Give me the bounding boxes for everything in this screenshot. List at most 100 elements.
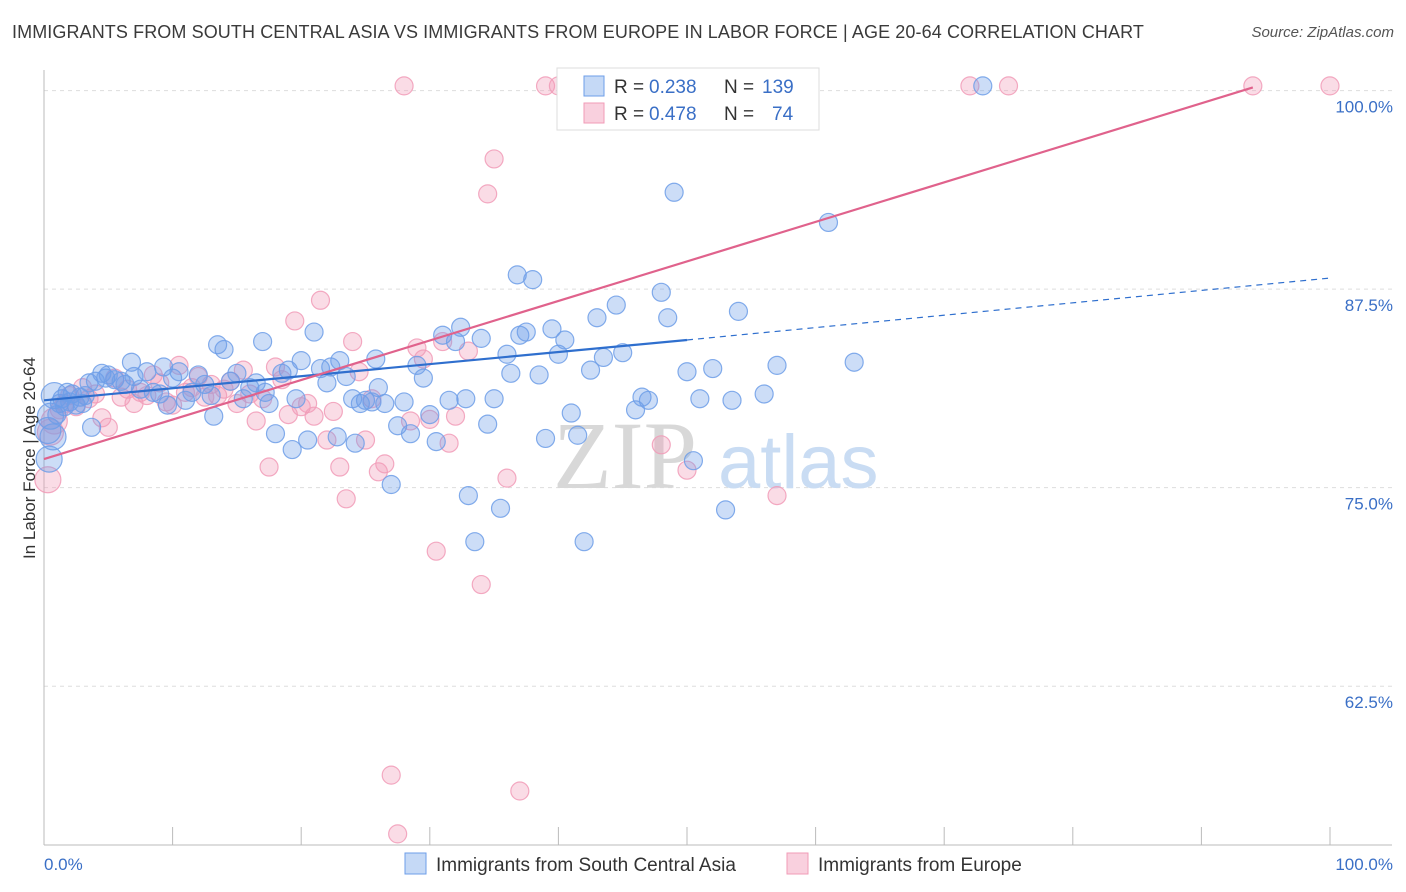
europe-point-77 bbox=[677, 460, 697, 480]
sca-point-29 bbox=[143, 382, 163, 402]
x-tick-label-max: 100.0% bbox=[1335, 855, 1393, 874]
europe-point-40 bbox=[285, 311, 305, 331]
sca-point-124 bbox=[728, 301, 749, 321]
sca-point-79 bbox=[420, 405, 440, 425]
x-tick-labels: 0.0% 100.0% bbox=[44, 855, 1393, 874]
sca-point-111 bbox=[613, 343, 633, 363]
europe-point-54 bbox=[375, 454, 395, 474]
sca-point-51 bbox=[265, 424, 286, 444]
sca-point-72 bbox=[375, 393, 395, 414]
europe-point-71 bbox=[510, 781, 530, 801]
sca-point-14 bbox=[72, 393, 93, 414]
sca-point-88 bbox=[471, 328, 491, 348]
bottom-legend-swatch-blue bbox=[404, 852, 427, 875]
europe-point-61 bbox=[420, 409, 440, 429]
sca-point-121 bbox=[703, 358, 723, 379]
europe-point-70 bbox=[497, 468, 517, 488]
europe-point-76 bbox=[651, 435, 671, 455]
chart-source: Source: ZipAtlas.com bbox=[1251, 24, 1394, 41]
legend-swatch-pink bbox=[583, 102, 605, 124]
sca-point-42 bbox=[214, 339, 234, 360]
axes bbox=[43, 70, 1392, 846]
sca-point-1 bbox=[35, 445, 63, 473]
legend-r-value-1: 0.238 bbox=[649, 77, 697, 98]
bottom-legend-label-1: Immigrants from South Central Asia bbox=[436, 855, 736, 876]
europe-point-57 bbox=[394, 76, 414, 96]
trend-line-europe bbox=[43, 86, 1254, 461]
bottom-legend-label-2: Immigrants from Europe bbox=[818, 855, 1022, 876]
sca-point-125 bbox=[754, 384, 774, 404]
sca-point-127 bbox=[818, 212, 839, 233]
europe-point-19 bbox=[150, 373, 170, 393]
sca-point-116 bbox=[658, 308, 678, 328]
europe-point-69 bbox=[484, 149, 504, 169]
europe-point-44 bbox=[310, 290, 331, 310]
sca-point-93 bbox=[501, 363, 521, 383]
sca-point-87 bbox=[465, 532, 485, 552]
y-axis-title: In Labor Force | Age 20-64 bbox=[20, 357, 39, 559]
sca-point-37 bbox=[188, 365, 208, 385]
series-legend: Immigrants from South Central Asia Immig… bbox=[404, 852, 1022, 876]
sca-point-106 bbox=[580, 360, 601, 380]
sca-point-96 bbox=[516, 322, 536, 342]
sca-point-91 bbox=[490, 498, 511, 518]
sca-point-117 bbox=[664, 182, 684, 202]
europe-point-48 bbox=[336, 489, 356, 509]
sca-point-123 bbox=[722, 390, 742, 410]
sca-point-66 bbox=[345, 433, 365, 453]
sca-point-22 bbox=[105, 370, 125, 390]
sca-point-108 bbox=[593, 347, 614, 368]
sca-point-105 bbox=[574, 532, 594, 552]
europe-point-67 bbox=[471, 574, 491, 595]
bottom-legend-swatch-pink bbox=[786, 852, 809, 875]
europe-point-49 bbox=[343, 331, 363, 352]
legend-r-label-2: R = bbox=[614, 104, 644, 125]
trend-line-sca-extension bbox=[686, 277, 1331, 341]
europe-point-47 bbox=[330, 457, 350, 477]
sca-point-44 bbox=[227, 363, 247, 383]
europe-point-68 bbox=[478, 184, 498, 204]
sca-point-115 bbox=[651, 282, 671, 302]
europe-point-11 bbox=[98, 417, 118, 437]
sca-point-34 bbox=[169, 362, 189, 382]
sca-point-114 bbox=[638, 390, 659, 410]
sca-point-99 bbox=[535, 428, 556, 449]
sca-point-28 bbox=[137, 362, 157, 382]
europe-point-81 bbox=[998, 76, 1019, 96]
sca-point-48 bbox=[253, 331, 273, 352]
sca-point-3 bbox=[39, 423, 67, 451]
europe-point-56 bbox=[388, 824, 408, 844]
europe-point-43 bbox=[304, 406, 324, 426]
sca-point-78 bbox=[413, 368, 433, 388]
y-tick-label-3: 62.5% bbox=[1345, 693, 1393, 712]
trend-line-sca bbox=[43, 338, 688, 402]
sca-point-49 bbox=[255, 382, 275, 402]
sca-point-110 bbox=[606, 295, 626, 315]
y-tick-labels: 100.0% 87.5% 75.0% 62.5% bbox=[1335, 98, 1393, 713]
europe-point-21 bbox=[163, 395, 183, 415]
sca-point-94 bbox=[507, 265, 527, 285]
europe-point-55 bbox=[381, 765, 401, 785]
sca-point-53 bbox=[278, 360, 298, 380]
sca-point-92 bbox=[497, 344, 517, 364]
sca-point-32 bbox=[157, 395, 178, 415]
europe-point-36 bbox=[259, 457, 279, 477]
trend-lines bbox=[43, 86, 1331, 461]
sca-point-55 bbox=[286, 389, 306, 409]
legend-n-label-1: N = bbox=[724, 77, 754, 98]
watermark: ZIP atlas bbox=[553, 402, 879, 509]
europe-point-45 bbox=[317, 430, 337, 450]
sca-point-17 bbox=[81, 417, 102, 437]
sca-point-68 bbox=[355, 390, 376, 410]
sca-point-118 bbox=[677, 362, 697, 382]
sca-point-119 bbox=[683, 451, 704, 471]
legend-n-label-2: N = bbox=[724, 104, 754, 125]
sca-point-122 bbox=[715, 500, 736, 520]
sca-point-39 bbox=[201, 385, 221, 406]
legend-swatch-blue bbox=[583, 75, 605, 97]
sca-point-50 bbox=[259, 393, 279, 414]
sca-point-57 bbox=[298, 430, 318, 450]
sca-point-60 bbox=[317, 373, 337, 393]
sca-point-126 bbox=[767, 355, 787, 375]
europe-point-83 bbox=[1320, 76, 1340, 96]
